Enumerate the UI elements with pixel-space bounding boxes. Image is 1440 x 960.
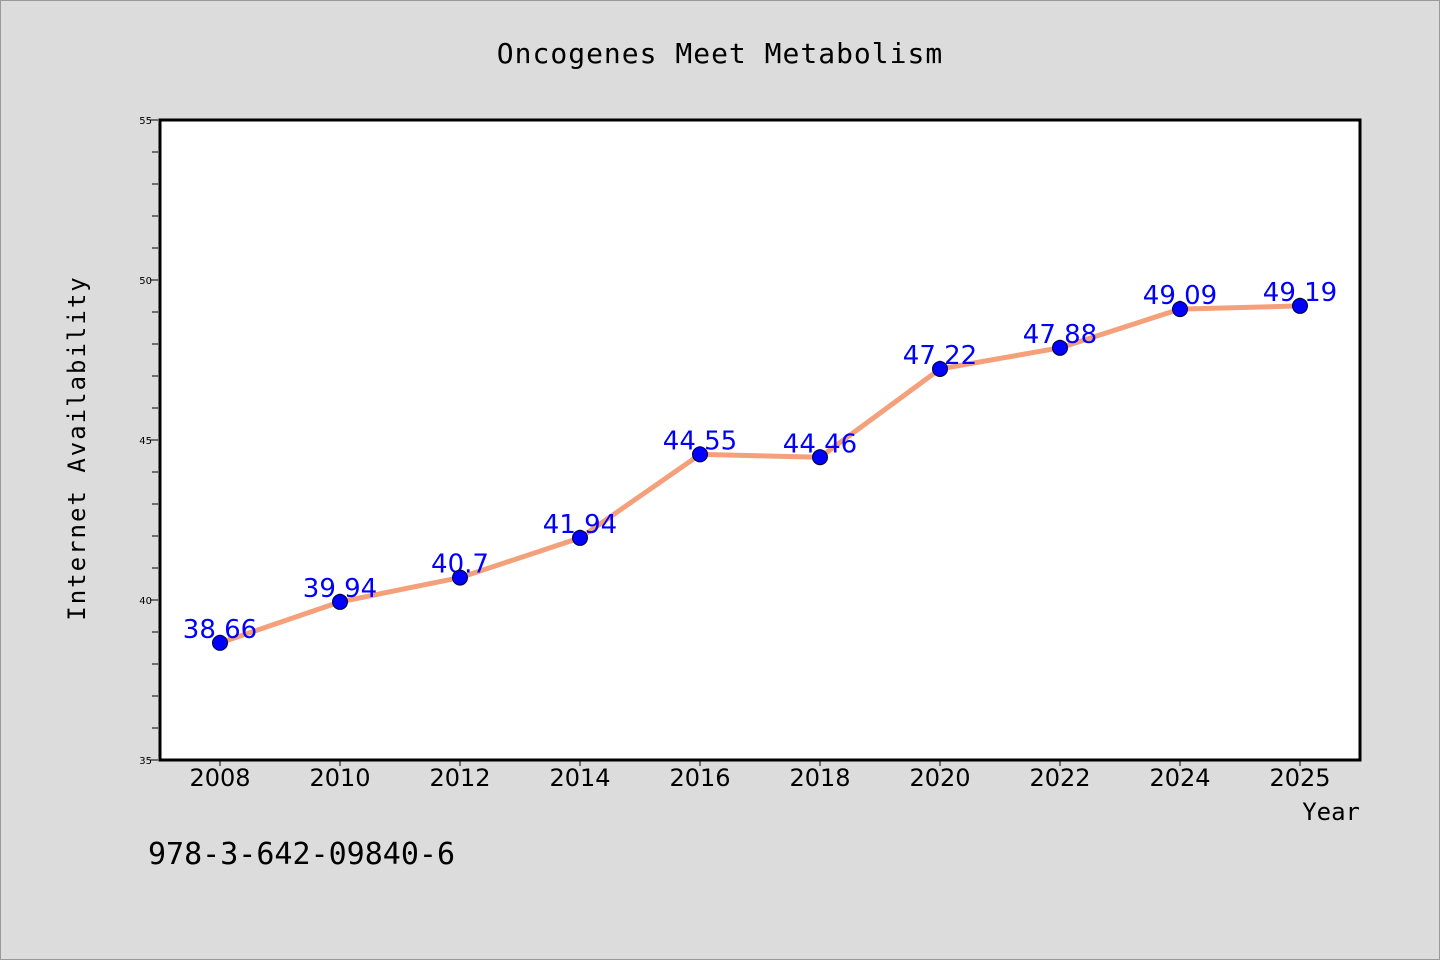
data-point <box>1052 339 1068 356</box>
x-tick-label: 2018 <box>789 764 850 792</box>
x-tick-label: 2012 <box>429 764 490 792</box>
y-tick-label: 40 <box>139 596 152 607</box>
footer-text: 978-3-642-09840-6 <box>148 837 455 872</box>
y-tick-label: 45 <box>139 436 152 447</box>
x-tick-label: 2016 <box>669 764 730 792</box>
y-tick-label: 55 <box>139 116 152 127</box>
data-point <box>332 593 348 610</box>
plot-area <box>160 120 1360 760</box>
data-point <box>1172 301 1188 318</box>
data-point <box>812 449 828 466</box>
x-tick-label: 2022 <box>1029 764 1090 792</box>
data-point <box>692 446 708 463</box>
data-point <box>1292 297 1308 314</box>
y-axis: 35 40 45 50 55 <box>139 116 158 767</box>
y-tick-label: 50 <box>139 276 152 287</box>
x-axis: 2008 2010 2012 2014 2016 2018 2020 2022 2024 2025 <box>189 761 1331 792</box>
data-point <box>932 360 948 377</box>
x-tick-label: 2014 <box>549 764 610 792</box>
series-line <box>217 303 1303 646</box>
y-tick-label: 35 <box>139 756 152 767</box>
y-axis-label: Internet Availability <box>63 275 91 620</box>
data-point <box>452 569 468 586</box>
plot-border <box>158 118 1362 762</box>
chart-title: Oncogenes Meet Metabolism <box>497 37 943 70</box>
data-point <box>212 634 228 651</box>
x-tick-label: 2020 <box>909 764 970 792</box>
x-tick-label: 2008 <box>189 764 250 792</box>
data-point <box>572 529 588 546</box>
x-tick-label: 2024 <box>1149 764 1210 792</box>
x-axis-label: Year <box>1302 798 1360 826</box>
x-tick-label: 2025 <box>1269 764 1330 792</box>
x-tick-label: 2010 <box>309 764 370 792</box>
